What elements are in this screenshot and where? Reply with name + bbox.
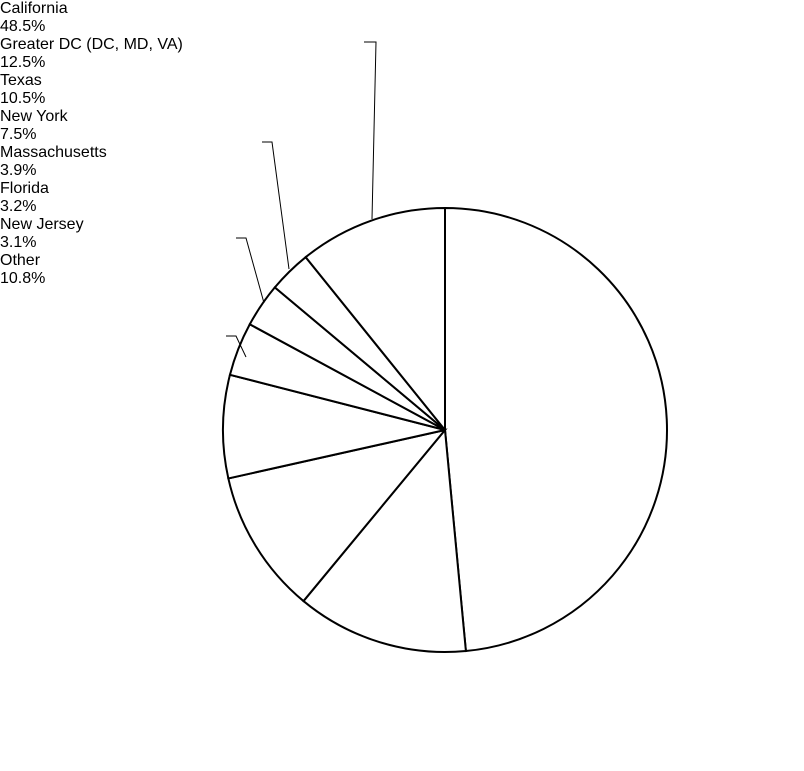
slice-label: New York 7.5% [0, 108, 140, 144]
slice-label: Massachusetts 3.9% [0, 144, 190, 180]
value-label: 3.9% [0, 162, 37, 179]
pie-slice [304, 206, 446, 433]
category-label: New York [0, 108, 68, 125]
value-label: 10.8% [0, 270, 46, 287]
slice-label: New Jersey 3.1% [0, 216, 170, 252]
category-label: New Jersey [0, 216, 84, 233]
category-label: Other [0, 252, 41, 269]
category-label: Texas [0, 72, 42, 89]
leader-line [262, 141, 290, 270]
category-label: Greater DC (DC, MD, VA) [0, 36, 183, 53]
pie-slice [444, 206, 668, 653]
pie-slice [302, 427, 467, 653]
value-label: 12.5% [0, 54, 46, 71]
slice-label: Florida 3.2% [0, 180, 140, 216]
value-label: 7.5% [0, 126, 37, 143]
pie-slice [222, 373, 446, 480]
leader-line [364, 41, 377, 220]
slice-label: Greater DC (DC, MD, VA) 12.5% [0, 36, 220, 72]
leader-line [226, 335, 247, 358]
slice-label: California 48.5% [0, 0, 140, 36]
value-label: 10.5% [0, 90, 46, 107]
pie-slice [227, 428, 448, 603]
category-label: Massachusetts [0, 144, 107, 161]
slice-label: Texas 10.5% [0, 72, 140, 108]
slice-label: Other 10.8% [0, 252, 140, 288]
value-label: 3.2% [0, 198, 37, 215]
value-label: 48.5% [0, 18, 46, 35]
value-label: 3.1% [0, 234, 37, 251]
category-label: California [0, 0, 68, 17]
leader-line [236, 237, 265, 304]
category-label: Florida [0, 180, 49, 197]
